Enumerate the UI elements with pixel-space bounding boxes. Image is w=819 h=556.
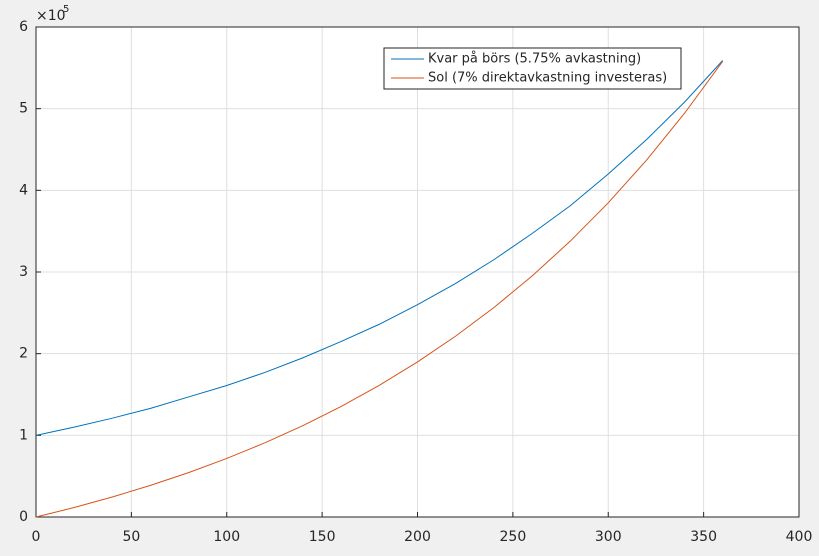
- x-tick-label: 350: [690, 529, 717, 545]
- x-tick-label: 400: [786, 529, 813, 545]
- x-tick-label: 50: [122, 529, 140, 545]
- axes-box: [35, 26, 800, 518]
- series-line: [35, 60, 724, 436]
- series-line: [35, 61, 724, 518]
- y-tick-label: 6: [19, 19, 28, 35]
- legend-label: Kvar på börs (5.75% avkastning): [428, 52, 641, 67]
- legend: Kvar på börs (5.75% avkastning) Sol (7% d…: [383, 47, 682, 90]
- y-tick-label: 4: [19, 182, 28, 198]
- y-tick-label: 1: [19, 427, 28, 443]
- y-multiplier: ×10: [36, 8, 66, 24]
- y-tick-label: 0: [19, 509, 28, 525]
- y-tick-label: 3: [19, 264, 28, 280]
- x-tick-label: 250: [500, 529, 527, 545]
- x-tick-label: 100: [213, 529, 240, 545]
- x-tick-label: 150: [309, 529, 336, 545]
- x-tick-label: 300: [595, 529, 622, 545]
- y-multiplier-exponent: 5: [63, 4, 69, 15]
- x-tick-label: 0: [32, 529, 41, 545]
- y-tick-label: 2: [19, 346, 28, 362]
- legend-label: Sol (7% direktavkastning investeras): [428, 71, 667, 86]
- legend-box: [383, 47, 682, 90]
- x-tick-label: 200: [404, 529, 431, 545]
- y-tick-label: 5: [19, 101, 28, 117]
